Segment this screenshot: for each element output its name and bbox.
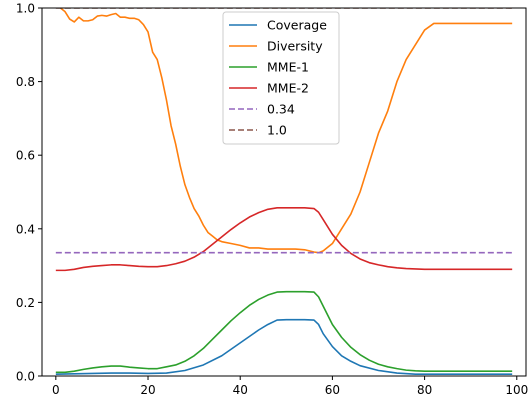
- legend-label: Coverage: [267, 18, 327, 33]
- y-tick-label: 0.2: [16, 296, 35, 310]
- series-line-mme-1: [55, 290, 513, 374]
- x-tick-label: 60: [325, 383, 340, 397]
- legend-label: Diversity: [267, 39, 323, 54]
- x-tick-label: 20: [140, 383, 155, 397]
- legend-label: 1.0: [267, 123, 287, 138]
- plot-frame: [41, 7, 527, 377]
- series-line-mme-2: [55, 207, 513, 272]
- legend-label: 0.34: [267, 102, 295, 117]
- y-tick-label: 0.0: [16, 370, 35, 384]
- x-tick-label: 40: [233, 383, 248, 397]
- x-tick-label: 100: [505, 383, 528, 397]
- ticks-layer: 0 20 40 60 80 100 0.0 0.2 0.4 0.6 0.8 1.0: [16, 2, 528, 398]
- legend: Coverage Diversity MME-1 MME-2 0.34 1.0: [222, 11, 340, 145]
- series-line-coverage: [55, 318, 513, 375]
- x-tick-label: 80: [417, 383, 432, 397]
- x-tick-label: 0: [52, 383, 60, 397]
- legend-box: [222, 11, 340, 145]
- y-tick-label: 0.6: [16, 149, 35, 163]
- legend-label: MME-1: [267, 60, 309, 75]
- series-layer: [55, 8, 513, 375]
- y-tick-label: 0.8: [16, 75, 35, 89]
- y-tick-label: 1.0: [16, 2, 35, 16]
- y-tick-label: 0.4: [16, 222, 35, 236]
- series-line-diversity: [59, 8, 513, 254]
- legend-label: MME-2: [267, 81, 309, 96]
